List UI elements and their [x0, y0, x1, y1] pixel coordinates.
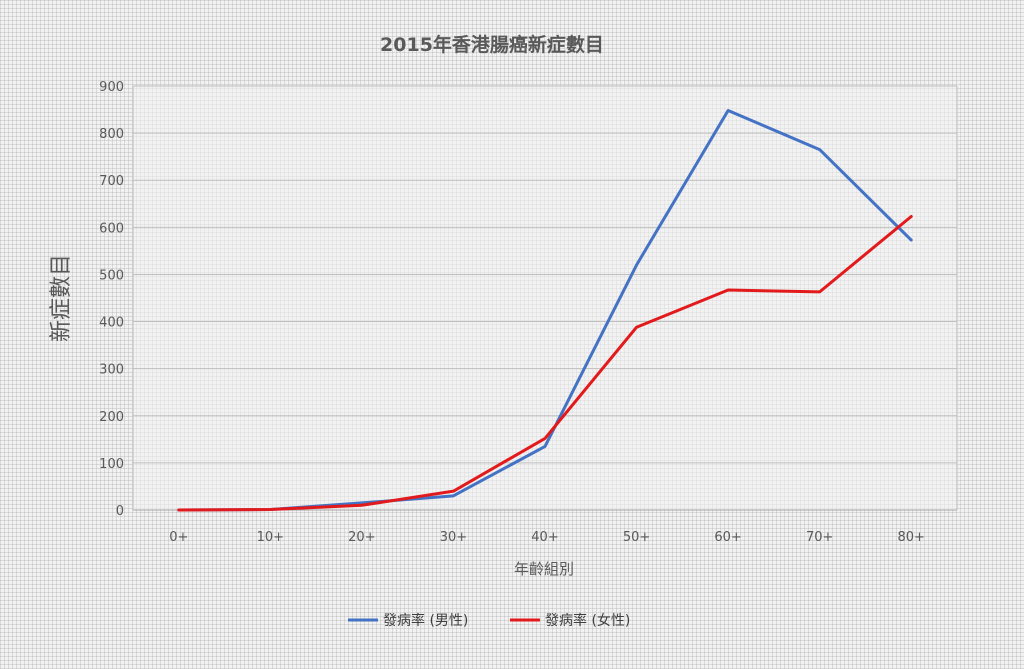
- y-tick-label: 100: [99, 457, 124, 472]
- x-tick-label: 20+: [348, 530, 375, 545]
- legend-label: 發病率 (女性): [545, 612, 630, 629]
- y-tick-label: 900: [99, 80, 124, 95]
- y-tick-label: 0: [116, 504, 124, 519]
- x-tick-label: 70+: [806, 530, 833, 545]
- x-tick-label: 80+: [898, 530, 925, 545]
- y-tick-label: 200: [99, 410, 124, 425]
- y-axis-label: 新症數目: [49, 254, 74, 342]
- series-lines: [177, 108, 913, 512]
- x-tick-label: 60+: [714, 530, 741, 545]
- legend-label: 發病率 (男性): [383, 612, 468, 629]
- x-tick-label: 50+: [623, 530, 650, 545]
- chart-title: 2015年香港腸癌新症數目: [380, 33, 604, 56]
- y-tick-label: 600: [99, 221, 124, 236]
- legend: 發病率 (男性) 發病率 (女性): [348, 612, 630, 629]
- y-tick-label: 500: [99, 268, 124, 283]
- x-axis-label: 年齡組別: [514, 560, 574, 578]
- gridlines: [132, 85, 958, 511]
- y-tick-label: 800: [99, 127, 124, 142]
- y-tick-label: 400: [99, 316, 124, 331]
- x-tick-label: 30+: [440, 530, 467, 545]
- x-tick-label: 40+: [531, 530, 558, 545]
- x-tick-label: 10+: [257, 530, 284, 545]
- y-tick-label: 300: [99, 363, 124, 378]
- y-tick-label: 700: [99, 174, 124, 189]
- x-axis-ticks: 0+ 10+ 20+ 30+ 40+ 50+ 60+ 70+ 80+: [169, 530, 925, 545]
- x-tick-label: 0+: [169, 530, 188, 545]
- y-axis-ticks: 0 100 200 300 400 500 600 700 800 900: [99, 80, 124, 519]
